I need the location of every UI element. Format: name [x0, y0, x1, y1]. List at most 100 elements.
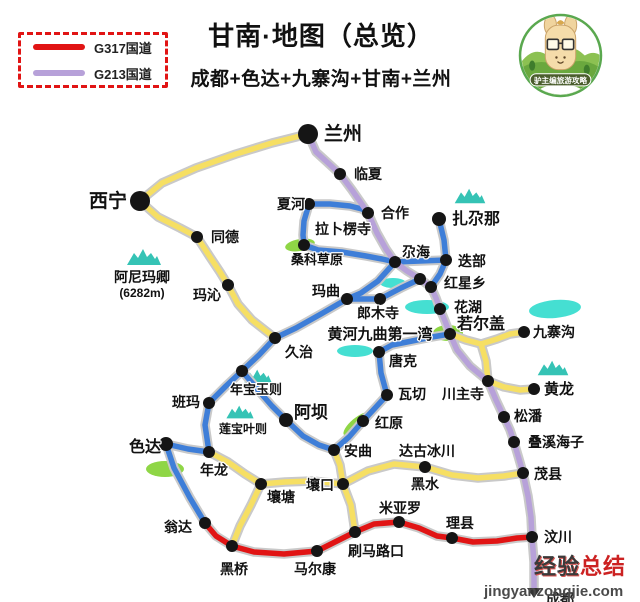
- map-label: 阿坝: [294, 403, 328, 422]
- map-label: 阿尼玛卿: [114, 269, 170, 285]
- map-label: 唐克: [389, 353, 417, 369]
- zhagana-mountain-icon: [454, 188, 486, 204]
- huanglong-mountain-icon: [537, 360, 569, 376]
- city-dot: [298, 124, 318, 144]
- road-chuanzhusi-huanglong: [485, 378, 537, 393]
- map-label: 扎尕那: [452, 209, 500, 228]
- legend-box: G317国道 G213国道: [18, 32, 168, 88]
- city-dot: [518, 326, 530, 338]
- map-label: 松潘: [514, 408, 543, 424]
- road-gahai-diebu: [392, 257, 449, 265]
- road-rangkou-shuamalukou: [340, 481, 358, 535]
- legend-label-g213: G213国道: [94, 66, 152, 82]
- city-dot: [303, 198, 315, 210]
- city-dot: [393, 516, 405, 528]
- road-seda-wengda: [163, 441, 208, 526]
- city-dot: [508, 436, 520, 448]
- road-aba-anqu: [283, 417, 337, 453]
- map-label: 郎木寺: [357, 305, 399, 321]
- city-dot: [269, 332, 281, 344]
- city-dot: [419, 461, 431, 473]
- map-label: 年宝玉则: [230, 382, 282, 397]
- map-label: 达古冰川: [399, 443, 455, 459]
- map-label: 马尔康: [294, 561, 337, 577]
- map-label: 米亚罗: [379, 500, 421, 516]
- city-dot: [349, 526, 361, 538]
- map-label: 红星乡: [444, 275, 486, 291]
- road-g317: [202, 519, 535, 557]
- map-label: 桑科草原: [290, 252, 343, 267]
- map-label: (6282m): [119, 286, 164, 300]
- city-dot: [159, 437, 173, 451]
- city-dot: [446, 532, 458, 544]
- map-label: 壤口: [306, 477, 334, 493]
- g213-road-swatch: [33, 70, 85, 76]
- chengdu-destination-label: 成都: [546, 591, 574, 602]
- map-label: 理县: [446, 515, 474, 531]
- city-dot: [444, 328, 456, 340]
- map-label: 同德: [211, 229, 239, 245]
- city-dot: [434, 303, 446, 315]
- city-dot: [311, 545, 323, 557]
- city-dot: [517, 467, 529, 479]
- travel-guide-logo: 驴主编旅游攻略: [518, 13, 603, 98]
- city-dot: [255, 478, 267, 490]
- city-dot: [199, 517, 211, 529]
- map-label: 临夏: [354, 166, 383, 182]
- map-label: 玛曲: [312, 283, 340, 299]
- legend-item-g317: G317国道: [33, 38, 165, 57]
- lake: [529, 299, 581, 319]
- city-dot: [440, 254, 452, 266]
- city-dot: [526, 531, 538, 543]
- road-rangkou-rangtang: [258, 478, 346, 487]
- page-subtitle: 成都+色达+九寨沟+甘南+兰州: [190, 69, 452, 90]
- map-label: 年龙: [200, 462, 228, 478]
- road-ruoergai-jiuzhaigou: [447, 329, 527, 347]
- city-dot: [414, 273, 426, 285]
- map-label: 尕海: [402, 244, 430, 260]
- map-label: 拉卜楞寺: [315, 221, 371, 237]
- city-dot: [337, 478, 349, 490]
- lake: [337, 345, 373, 357]
- city-dot: [362, 207, 374, 219]
- road-gahai-maqu: [344, 259, 398, 302]
- map-label: 汶川: [544, 529, 572, 545]
- legend-label-g317: G317国道: [94, 40, 152, 56]
- logo-banner-text: 驴主编旅游攻略: [534, 75, 587, 85]
- g317-road-swatch: [33, 44, 85, 50]
- city-dot: [498, 411, 510, 423]
- city-dot: [482, 375, 494, 387]
- map-label: 夏河: [277, 196, 305, 212]
- map-label: 翁达: [164, 519, 192, 535]
- road-xining-lanzhou: [137, 131, 311, 204]
- road-banma-nianlong: [202, 400, 212, 455]
- road-jiuzhi-nianbao-aba: [239, 335, 289, 423]
- lianbao-yeze-mountain-icon: [226, 405, 254, 419]
- map-label: 花湖: [454, 299, 482, 315]
- road-rangkou-heishui-maoxian: [340, 461, 526, 487]
- city-dot: [298, 239, 310, 251]
- road-casing-xining-lanzhou: [135, 129, 313, 206]
- city-dot: [226, 540, 238, 552]
- map-label: 茂县: [534, 466, 562, 482]
- city-dot: [236, 365, 248, 377]
- map-label: 合作: [381, 205, 409, 221]
- city-dot: [130, 191, 150, 211]
- road-maqu-jiuzhi: [272, 296, 350, 341]
- map-label: 黄河九曲第一湾: [327, 325, 432, 343]
- road-seda-nianlong: [163, 441, 212, 455]
- city-dot: [381, 389, 393, 401]
- road-nianbao-banma: [206, 368, 245, 406]
- city-dot: [334, 168, 346, 180]
- map-label: 若尔盖: [456, 314, 505, 333]
- map-label: 瓦切: [398, 386, 426, 402]
- legend-item-g213: G213国道: [33, 64, 165, 83]
- map-label: 川主寺: [441, 386, 484, 402]
- road-xining-tongde-maqin-jiuzhi: [137, 198, 278, 341]
- city-dot: [203, 397, 215, 409]
- map-label: 迭部: [458, 253, 486, 269]
- map-label: 壤塘: [267, 489, 295, 505]
- map-label: 黄龙: [544, 380, 574, 398]
- map-label: 久治: [284, 344, 313, 360]
- map-label: 色达: [129, 437, 161, 456]
